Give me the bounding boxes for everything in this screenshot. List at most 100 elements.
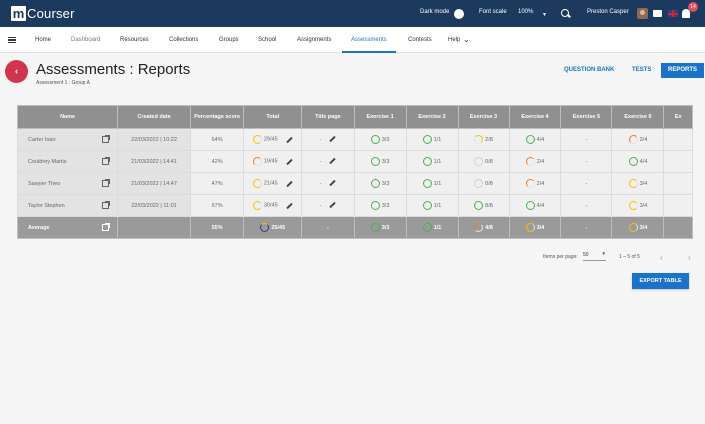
export-table-button[interactable]: EXPORT TABLE bbox=[632, 273, 689, 289]
exercise-score: 3/4 bbox=[611, 216, 665, 239]
progress-ring-icon bbox=[474, 179, 484, 188]
nav-home[interactable]: Home bbox=[35, 37, 52, 43]
mail-icon[interactable] bbox=[653, 10, 662, 17]
col-title-page[interactable]: Title page bbox=[301, 105, 355, 129]
exercise-score: 2/4 bbox=[611, 128, 665, 151]
main-nav: Home Dashboard Resources Collections Gro… bbox=[0, 27, 705, 53]
created-date: 21/03/2022 | 14:47 bbox=[117, 172, 191, 195]
exercise-score: 3/3 bbox=[353, 194, 407, 217]
open-external-icon[interactable] bbox=[102, 135, 111, 143]
search-icon[interactable] bbox=[561, 9, 569, 17]
edit-icon[interactable] bbox=[329, 201, 337, 209]
exercise-score: 0/8 bbox=[457, 172, 510, 195]
student-name: Carter Ioan bbox=[17, 128, 119, 151]
items-per-page-select[interactable]: 50 ▾ bbox=[583, 251, 606, 261]
font-scale-label: Font scale bbox=[479, 9, 507, 15]
edit-icon[interactable] bbox=[285, 202, 293, 209]
edit-icon[interactable] bbox=[285, 158, 293, 165]
table-row[interactable]: Carter Ioan 22/03/2022 | 10:22 64% 29/45… bbox=[17, 128, 693, 151]
dark-mode-toggle[interactable] bbox=[454, 9, 464, 19]
exercise-score: 3/4 bbox=[611, 194, 665, 217]
exercise-score: 2/4 bbox=[508, 150, 562, 173]
total-score: 21/45 bbox=[243, 172, 303, 195]
open-external-icon[interactable] bbox=[102, 157, 111, 165]
table-row[interactable]: Sawyer Theo 21/03/2022 | 14:47 47% 21/45… bbox=[17, 172, 693, 195]
menu-icon[interactable] bbox=[8, 37, 16, 43]
percentage-score: 42% bbox=[189, 150, 245, 173]
reports-button[interactable]: REPORTS bbox=[661, 63, 704, 78]
progress-ring-icon bbox=[628, 135, 638, 144]
tests-link[interactable]: TESTS bbox=[632, 67, 652, 73]
col-name[interactable]: Name bbox=[17, 105, 119, 129]
col-exercise-6[interactable]: Exercise 6 bbox=[611, 105, 665, 129]
nav-collections[interactable]: Collections bbox=[169, 37, 199, 43]
title-page-score: - bbox=[301, 194, 355, 217]
bell-icon[interactable] bbox=[682, 9, 690, 18]
nav-dashboard[interactable]: Dashboard bbox=[71, 37, 101, 43]
col-exercise-1[interactable]: Exercise 1 bbox=[353, 105, 407, 129]
col-exercise-7[interactable]: Ex bbox=[663, 105, 693, 129]
edit-icon[interactable] bbox=[329, 135, 337, 143]
col-percentage[interactable]: Percentage score bbox=[189, 105, 245, 129]
chevron-down-icon[interactable]: ⌄ bbox=[463, 35, 470, 44]
edit-icon[interactable] bbox=[285, 136, 293, 143]
user-name[interactable]: Preston Casper bbox=[587, 9, 629, 15]
nav-groups[interactable]: Groups bbox=[219, 37, 239, 43]
next-page-icon[interactable]: › bbox=[688, 253, 691, 262]
total-score: 29/45 bbox=[243, 128, 303, 151]
back-button[interactable]: ‹ bbox=[5, 60, 28, 83]
exercise-score: - bbox=[560, 216, 613, 239]
open-external-icon[interactable] bbox=[102, 201, 111, 209]
uk-flag-icon[interactable] bbox=[668, 10, 678, 17]
progress-ring-icon bbox=[422, 179, 432, 188]
nav-contests[interactable]: Contests bbox=[408, 37, 432, 43]
col-created-date[interactable]: Created date bbox=[117, 105, 191, 129]
avatar[interactable] bbox=[637, 8, 648, 19]
exercise-score: - bbox=[560, 172, 613, 195]
col-exercise-5[interactable]: Exercise 5 bbox=[560, 105, 613, 129]
edit-icon[interactable] bbox=[329, 157, 337, 165]
percentage-score: 64% bbox=[189, 128, 245, 151]
exercise-score: 4/4 bbox=[611, 150, 665, 173]
progress-ring-icon bbox=[370, 157, 380, 166]
col-total[interactable]: Total bbox=[243, 105, 303, 129]
nav-resources[interactable]: Resources bbox=[120, 37, 149, 43]
report-table: Name Created date Percentage score Total… bbox=[17, 105, 693, 242]
open-external-icon[interactable] bbox=[102, 179, 111, 187]
exercise-score bbox=[663, 172, 693, 195]
exercise-score: 1/1 bbox=[405, 172, 459, 195]
progress-ring-icon bbox=[422, 135, 432, 144]
progress-ring-icon bbox=[370, 179, 380, 188]
font-scale-select[interactable]: 100% bbox=[518, 9, 534, 15]
table-row[interactable]: Taylor Stephen 22/03/2022 | 11:01 67% 30… bbox=[17, 194, 693, 217]
app-logo[interactable]: m Courser bbox=[11, 5, 75, 22]
progress-ring-icon bbox=[474, 135, 484, 144]
question-bank-link[interactable]: QUESTION BANK bbox=[564, 67, 615, 73]
progress-ring-icon bbox=[370, 201, 380, 210]
exercise-score: 2/8 bbox=[457, 128, 510, 151]
nav-assessments[interactable]: Assessments bbox=[351, 37, 387, 43]
table-row[interactable]: Couldrey Martis 21/03/2022 | 14:41 42% 1… bbox=[17, 150, 693, 173]
exercise-score: - bbox=[560, 194, 613, 217]
progress-ring-icon bbox=[474, 223, 484, 232]
nav-school[interactable]: School bbox=[258, 37, 277, 43]
exercise-score: 1/1 bbox=[405, 194, 459, 217]
edit-icon[interactable] bbox=[285, 180, 293, 187]
exercise-score: 3/4 bbox=[611, 172, 665, 195]
chevron-down-icon[interactable]: ▾ bbox=[543, 12, 547, 18]
col-exercise-3[interactable]: Exercise 3 bbox=[457, 105, 510, 129]
nav-help[interactable]: Help bbox=[448, 37, 461, 43]
open-external-icon[interactable] bbox=[102, 223, 111, 231]
edit-icon[interactable] bbox=[329, 179, 337, 187]
items-per-page-value: 50 bbox=[583, 252, 589, 258]
exercise-score bbox=[663, 128, 693, 151]
top-bar: m Courser Dark mode Font scale 100% ▾ Pr… bbox=[0, 0, 705, 27]
progress-ring-icon bbox=[628, 201, 638, 210]
col-exercise-2[interactable]: Exercise 2 bbox=[405, 105, 459, 129]
total-score: 30/45 bbox=[243, 194, 303, 217]
exercise-score: 3/3 bbox=[353, 150, 407, 173]
col-exercise-4[interactable]: Exercise 4 bbox=[508, 105, 562, 129]
exercise-score: 2/4 bbox=[508, 172, 562, 195]
nav-assignments[interactable]: Assignments bbox=[297, 37, 332, 43]
prev-page-icon[interactable]: ‹ bbox=[660, 253, 663, 262]
